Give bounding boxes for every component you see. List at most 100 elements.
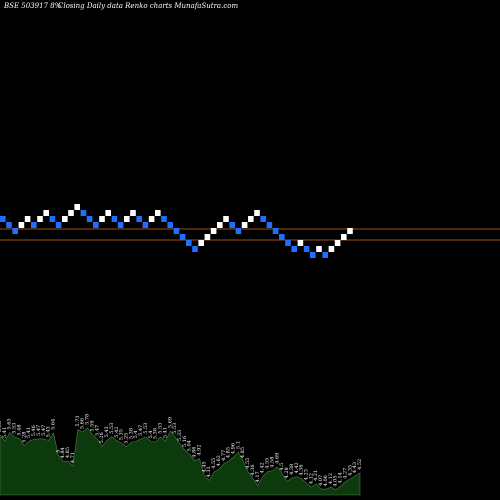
renko-brick [6,222,12,228]
volume-label: 5.53 [158,423,164,434]
volume-label: 4.35 [347,465,353,476]
volume-label: 4.28 [284,467,290,478]
volume-label: 5.64 [51,419,57,430]
volume-label: 4.71 [70,452,76,463]
volume-label: 4.96 [231,443,237,454]
volume-label: 4.43 [352,462,358,473]
volume-label: 4.07 [318,475,324,486]
volume-label: 5.53 [109,423,115,434]
volume-label: 5.53 [12,423,18,434]
volume-label: 4.69 [274,453,280,464]
volume-label: 5.4 [148,430,154,438]
volume-label: 4.84 [60,447,66,458]
renko-brick [347,228,353,234]
renko-brick [86,216,93,222]
renko-brick [167,222,173,228]
volume-label: 4.55 [265,458,271,469]
volume-label: 5.47 [41,425,47,436]
volume-label: 4.38 [289,464,295,475]
renko-brick [266,222,273,228]
volume-label: 4.12 [308,473,314,484]
volume-label: 5.47 [36,425,42,436]
renko-brick [186,240,192,246]
volume-area-path [0,427,361,496]
volume-label: 5.25 [124,433,130,444]
volume-label: 4.92 [197,444,203,455]
renko-bricks [0,204,353,258]
renko-brick [179,234,186,240]
renko-brick [173,228,180,234]
volume-label: 4.55 [211,458,217,469]
renko-brick [223,216,229,222]
renko-brick [198,240,204,246]
volume-label: 4.52 [357,459,363,470]
volume-label: 5.53 [143,423,149,434]
volume-label: 5.69 [167,417,173,428]
volume-area [0,427,361,496]
volume-label: 4.77 [221,450,227,461]
volume-label: 4.5 [279,463,285,471]
renko-brick [105,210,111,216]
volume-label: 4.58 [269,457,275,468]
chart-caption: Closing Daily data Renko charts MunafaSu… [58,2,238,10]
volume-label: 5.43 [46,426,52,437]
volume-label: 5.43 [104,426,110,437]
renko-brick [303,246,310,252]
renko-brick [161,216,167,222]
volume-label: 4.42 [294,462,300,473]
renko-brick [99,216,105,222]
volume-label: 5.66 [80,418,86,429]
volume-label: 5.16 [182,436,188,447]
volume-label: 5.47 [138,425,144,436]
renko-brick [55,222,62,228]
renko-brick [322,252,328,258]
renko-brick [279,234,285,240]
renko-brick [204,234,211,240]
volume-label: 5.59 [89,420,95,431]
renko-brick [328,246,335,252]
volume-label: 5.35 [119,429,125,440]
renko-brick [124,216,130,222]
renko-brick [272,228,279,234]
renko-brick [291,246,297,252]
renko-brick [192,246,198,252]
volume-label: 5.28 [21,432,27,443]
volume-label: 4.06 [323,475,329,486]
volume-label: 4.12 [328,473,334,484]
volume-label: 5.38 [128,428,134,439]
volume-label: 4.42 [260,462,266,473]
renko-brick [260,216,266,222]
renko-brick [229,222,235,228]
volume-label: 5.41 [162,427,168,438]
volume-label: 5.53 [172,423,178,434]
renko-brick [241,222,248,228]
reference-lines [0,228,500,241]
volume-label: 5.46 [31,425,37,436]
volume-label: 4.85 [226,447,232,458]
volume-label: 5.4 [133,430,139,438]
volume-label: 5.33 [177,430,183,441]
volume-label: 4.36 [299,464,305,475]
volume-label: 4.36 [250,464,256,475]
volume-label: 5.58 [0,421,3,432]
renko-brick [341,234,347,240]
volume-label: 5.26 [99,432,105,443]
renko-brick [111,216,118,222]
volume-labels: 5.585.415.655.535.485.285.415.465.475.47… [0,414,363,487]
renko-brick [37,216,43,222]
renko-brick [0,216,6,222]
renko-brick [74,204,80,210]
volume-label: 5.73 [75,415,81,426]
volume-label: 5.41 [2,427,8,438]
renko-brick [310,252,316,258]
renko-brick [24,216,31,222]
renko-brick [130,210,136,216]
volume-label: 4.14 [338,472,344,483]
volume-label: 5.65 [7,418,13,429]
renko-brick [117,222,124,228]
volume-label: 4.27 [342,468,348,479]
volume-label: 4.05 [333,475,339,486]
volume-label: 5.04 [187,440,193,451]
